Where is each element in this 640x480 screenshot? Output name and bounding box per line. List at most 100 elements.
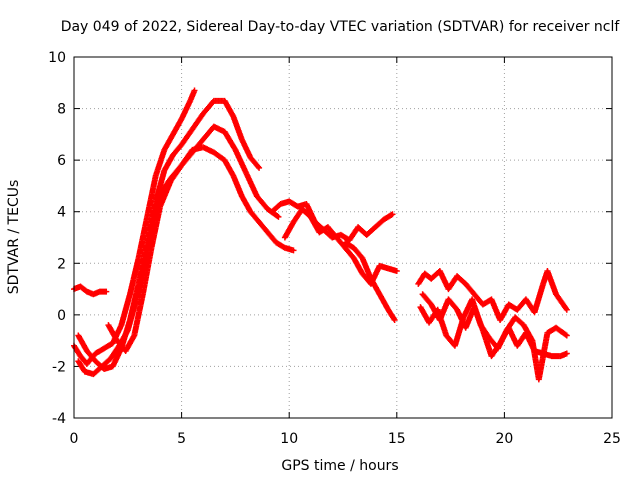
series-markers	[230, 174, 245, 198]
x-tick-label: 25	[603, 431, 621, 447]
series-markers	[248, 155, 262, 170]
series-markers	[222, 158, 236, 178]
series-markers	[144, 174, 159, 219]
series-markers	[257, 220, 270, 235]
series-markers	[446, 297, 460, 312]
series-markers	[108, 344, 122, 361]
y-tick-label: 0	[57, 308, 66, 324]
series-markers	[343, 245, 356, 260]
series-track-a	[71, 283, 110, 298]
x-tick-label: 15	[388, 431, 406, 447]
series-layer	[71, 87, 570, 383]
series-markers	[110, 346, 124, 369]
series-markers	[131, 292, 146, 337]
series-markers	[135, 215, 150, 260]
data-point	[103, 288, 110, 295]
series-markers	[364, 225, 378, 237]
series-markers	[368, 277, 382, 296]
plot-frame	[73, 56, 613, 419]
series-markers	[230, 114, 245, 142]
series-markers	[71, 344, 83, 358]
series-markers	[76, 333, 90, 353]
x-tick-label: 5	[177, 431, 186, 447]
series-markers	[142, 220, 157, 265]
series-markers	[179, 99, 193, 121]
x-tick-label: 0	[70, 431, 79, 447]
series-markers	[437, 297, 451, 322]
series-markers	[506, 326, 520, 348]
data-point	[563, 350, 570, 357]
series-markers	[418, 305, 432, 325]
x-axis-label: GPS time / hours	[281, 458, 398, 474]
series-track-k	[419, 291, 570, 360]
series-track-i	[415, 268, 570, 324]
series-markers	[168, 163, 184, 183]
series-markers	[157, 179, 174, 209]
series-markers	[170, 117, 184, 137]
series-markers	[162, 132, 176, 152]
y-tick-label: 8	[57, 102, 66, 118]
series-markers	[437, 269, 451, 291]
series-track-b	[71, 87, 198, 367]
series-markers	[153, 148, 167, 178]
series-markers	[300, 207, 313, 219]
series-markers	[351, 256, 365, 276]
data-point	[393, 268, 400, 275]
series-markers	[553, 292, 569, 312]
series-track-h	[342, 239, 398, 324]
series-markers	[243, 171, 260, 198]
y-tick-label: -4	[52, 411, 66, 427]
series-markers	[334, 235, 348, 250]
series-track-e	[105, 144, 297, 354]
series-markers	[523, 331, 537, 353]
series-markers	[248, 209, 262, 224]
series-markers	[76, 359, 87, 374]
series-markers	[148, 205, 163, 250]
series-markers	[212, 150, 227, 163]
series-markers	[254, 194, 270, 211]
series-markers	[385, 307, 397, 322]
y-tick-label: 4	[57, 205, 66, 221]
series-markers	[308, 215, 322, 235]
series-markers	[91, 364, 104, 377]
series-markers	[222, 130, 238, 152]
data-point	[290, 247, 297, 254]
x-tick-label: 10	[280, 431, 298, 447]
series-markers	[455, 274, 468, 286]
y-tick-label: 6	[57, 153, 66, 169]
series-markers	[233, 148, 249, 175]
series-markers	[463, 282, 477, 297]
series-markers	[497, 302, 511, 322]
series-markers	[201, 99, 216, 116]
series-markers	[373, 217, 386, 230]
series-markers	[106, 323, 120, 343]
data-point	[563, 306, 570, 313]
series-markers	[222, 99, 236, 119]
y-tick-label: 10	[48, 50, 66, 66]
series-markers	[170, 142, 184, 157]
series-markers	[325, 225, 339, 240]
series-markers	[179, 148, 195, 168]
series-markers	[123, 333, 137, 353]
series-markers	[270, 201, 283, 214]
series-markers	[153, 168, 167, 203]
series-markers	[265, 230, 279, 245]
series-markers	[513, 315, 526, 328]
series-markers	[239, 137, 253, 160]
data-point	[563, 332, 570, 339]
series-markers	[190, 112, 206, 131]
chart-title: Day 049 of 2022, Sidereal Day-to-day VTE…	[61, 19, 621, 35]
series-markers	[239, 194, 253, 214]
series-markers	[118, 292, 133, 327]
data-point	[389, 211, 396, 218]
data-point	[391, 317, 398, 324]
x-tick-label: 20	[495, 431, 513, 447]
series-markers	[179, 127, 195, 147]
series-track-g	[281, 206, 400, 287]
series-markers	[140, 246, 155, 296]
data-point	[256, 164, 263, 171]
series-markers	[127, 256, 142, 296]
series-markers	[544, 269, 559, 296]
series-markers	[78, 284, 89, 294]
